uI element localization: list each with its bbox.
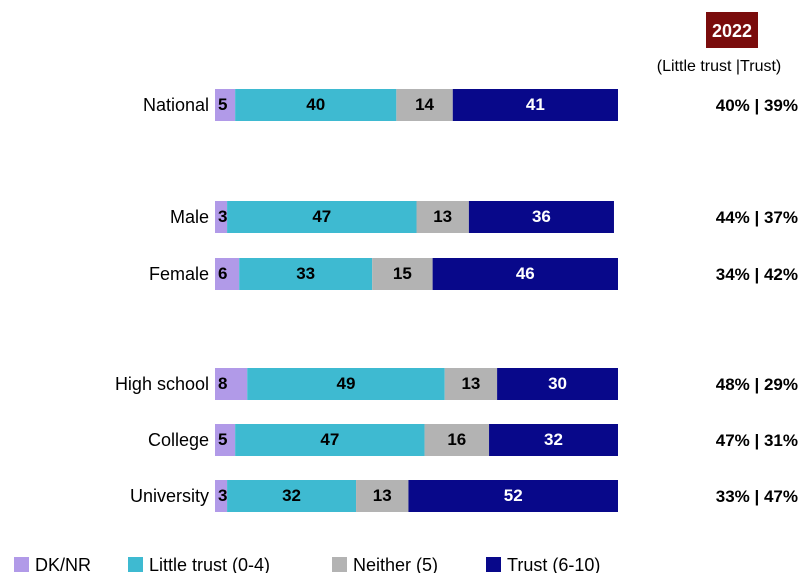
year-badge-box — [706, 12, 758, 48]
data-label: 13 — [461, 374, 480, 393]
data-label: 3 — [218, 486, 227, 505]
bar-segment-4 — [468, 201, 614, 233]
year-badge-label: 2022 — [712, 21, 752, 41]
summary-header: (Little trust |Trust) — [657, 58, 781, 75]
summary-value: 47% | 31% — [716, 431, 798, 450]
data-label: 14 — [415, 95, 434, 114]
data-label: 13 — [433, 207, 452, 226]
bar-segment-3 — [356, 480, 409, 512]
legend-swatch — [128, 557, 143, 572]
data-label: 40 — [306, 95, 325, 114]
category-label: College — [148, 430, 209, 450]
legend: DK/NR Little trust (0-4) Neither (5) Trust … — [14, 555, 600, 573]
data-label: 6 — [218, 264, 227, 283]
bar-segment-3 — [372, 258, 433, 290]
data-label: 47 — [312, 207, 331, 226]
summary-value: 33% | 47% — [716, 487, 798, 506]
category-label: Female — [149, 264, 209, 284]
bar-segment-3 — [444, 368, 498, 400]
data-label: 33 — [296, 264, 315, 283]
legend-label: Neither (5) — [353, 555, 438, 573]
data-label: 36 — [532, 207, 551, 226]
data-label: 47 — [320, 430, 339, 449]
bar-segment-4 — [452, 89, 618, 121]
data-label: 13 — [373, 486, 392, 505]
category-label: Male — [170, 207, 209, 227]
legend-swatch — [332, 557, 347, 572]
year-badge: 2022 — [706, 12, 758, 48]
category-label: University — [130, 486, 209, 506]
bar-segment-3 — [416, 201, 469, 233]
data-label: 15 — [393, 264, 412, 283]
data-label: 32 — [282, 486, 301, 505]
bar-segment-1 — [215, 89, 236, 121]
data-label: 3 — [218, 207, 227, 226]
bar-segment-2 — [239, 258, 373, 290]
bars-group: National 5 40 14 41 40% | 39%Male 3 47 13 36 44% |… — [115, 89, 798, 512]
bar-segment-3 — [424, 424, 490, 456]
bar-segment-1 — [215, 424, 236, 456]
summary-value: 34% | 42% — [716, 265, 798, 284]
data-label: 49 — [337, 374, 356, 393]
bar-segment-4 — [408, 480, 618, 512]
data-label: 32 — [544, 430, 563, 449]
legend-swatch — [14, 557, 29, 572]
bar-segment-1 — [215, 368, 248, 400]
bar-segment-1 — [215, 480, 228, 512]
bar-segment-1 — [215, 258, 240, 290]
data-label: 16 — [447, 430, 466, 449]
legend-label: Trust (6-10) — [507, 555, 600, 573]
legend-swatch — [486, 557, 501, 572]
bar-segment-4 — [497, 368, 618, 400]
data-label: 52 — [504, 486, 523, 505]
legend-label: DK/NR — [35, 555, 91, 573]
legend-label: Little trust (0-4) — [149, 555, 270, 573]
category-label: High school — [115, 374, 209, 394]
bar-segment-4 — [489, 424, 618, 456]
summary-value: 40% | 39% — [716, 96, 798, 115]
bar-segment-2 — [235, 89, 397, 121]
category-label: National — [143, 95, 209, 115]
bar-segment-2 — [227, 480, 357, 512]
data-label: 8 — [218, 374, 227, 393]
summary-value: 44% | 37% — [716, 208, 798, 227]
data-label: 5 — [218, 430, 227, 449]
bar-segment-2 — [227, 201, 417, 233]
data-label: 41 — [526, 95, 545, 114]
bar-segment-1 — [215, 201, 228, 233]
data-label: 46 — [516, 264, 535, 283]
data-label: 5 — [218, 95, 227, 114]
bar-segment-2 — [235, 424, 425, 456]
bar-segment-4 — [432, 258, 618, 290]
bar-segment-2 — [247, 368, 445, 400]
data-label: 30 — [548, 374, 567, 393]
bar-segment-3 — [396, 89, 453, 121]
summary-value: 48% | 29% — [716, 375, 798, 394]
